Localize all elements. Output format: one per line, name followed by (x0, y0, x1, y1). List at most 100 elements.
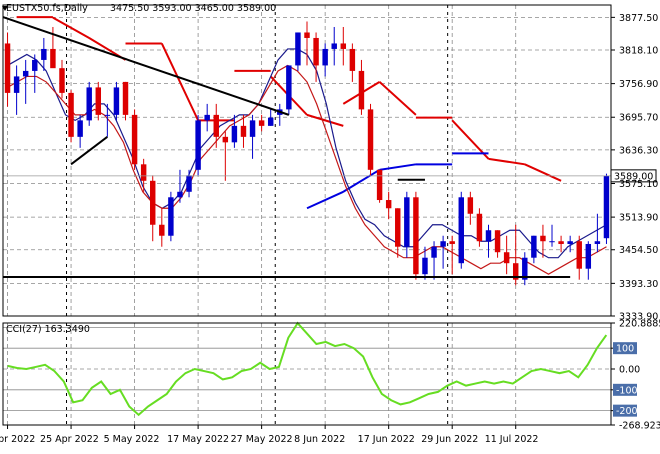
candle-bullish (594, 241, 601, 244)
trend-lines (2, 16, 657, 278)
cci-level-box (613, 342, 637, 355)
candle-bullish (41, 48, 47, 60)
candle-bearish (4, 43, 11, 93)
candle-bearish (122, 81, 129, 115)
cci-tick-label: -268.9239 (619, 421, 660, 432)
candle-bearish (349, 48, 356, 71)
candle-bullish (186, 175, 192, 192)
price-tick-label: 3636.30 (619, 145, 658, 156)
time-tick-label: 17 Jun 2022 (358, 434, 415, 445)
time-tick-label: 5 May 2022 (104, 434, 160, 445)
candle-bullish (585, 243, 592, 269)
candle-bearish (59, 68, 65, 93)
candle-bearish (304, 32, 310, 38)
trend-segment (70, 136, 108, 166)
candle-bearish (68, 92, 74, 137)
candle-bullish (531, 235, 537, 258)
candle-bearish (367, 109, 374, 170)
candle-bearish (558, 241, 564, 244)
candle-bullish (267, 117, 274, 126)
price-tick-label: 3575.10 (619, 179, 658, 190)
cci-tick-label: -100 (616, 385, 638, 396)
price-tick-label: 3877.50 (619, 13, 658, 24)
candle-bearish (476, 213, 483, 242)
candle-bullish (331, 43, 337, 49)
cci-tick-label: -200 (616, 406, 638, 417)
candle-bullish (13, 76, 20, 93)
price-tick-label: 3513.90 (619, 213, 658, 224)
cci-series (7, 321, 608, 417)
chart-title: EUSTX50.fs,Daily (6, 3, 88, 14)
candle-bearish (131, 114, 138, 165)
moving-averages (7, 48, 607, 275)
candle-bearish (340, 43, 347, 49)
price-tick-label: 3393.30 (619, 279, 658, 290)
price-tick-label: 3756.90 (619, 79, 658, 90)
time-tick-label: 29 Jun 2022 (421, 434, 478, 445)
candle-bullish (458, 197, 464, 264)
time-tick-label: 17 May 2022 (167, 434, 229, 445)
candle-bearish (494, 230, 501, 253)
candle-bearish (540, 235, 546, 242)
candle-bearish (258, 120, 265, 126)
candle-bullish (522, 257, 528, 280)
price-panel-frame (2, 4, 612, 317)
current-price-label: 3589.00 (614, 171, 653, 182)
price-candles (4, 21, 610, 286)
candle-bullish (322, 48, 328, 66)
candle-bullish (485, 230, 492, 242)
time-tick-label: 11 Apr 2022 (0, 434, 35, 445)
candle-bullish (422, 257, 428, 275)
candle-bullish (549, 241, 555, 243)
lower-band-line (306, 152, 489, 210)
price-tick-label: 3454.50 (619, 245, 658, 256)
candle-bullish (177, 191, 183, 198)
candle-bearish (95, 87, 102, 115)
candle-bearish (150, 180, 156, 225)
candle-bearish (240, 125, 247, 137)
candle-bullish (249, 120, 256, 137)
candle-bullish (431, 246, 437, 258)
candle-bearish (503, 252, 510, 264)
candle-bearish (576, 241, 582, 269)
axis-labels: 3877.50 3818.10 3756.90 3695.70 3636.30 3575.… (0, 13, 660, 445)
candle-bullish (77, 120, 83, 137)
candle-bearish (467, 197, 474, 214)
price-tick-label: 3818.10 (619, 45, 658, 56)
time-tick-label: 25 Apr 2022 (40, 434, 99, 445)
cci-title: CCI(27) 163.3490 (6, 324, 90, 335)
candle-bullish (22, 70, 29, 77)
candle-bullish (113, 87, 120, 115)
candle-bearish (313, 37, 319, 66)
candle-bullish (32, 59, 38, 71)
candle-bearish (222, 136, 229, 143)
candle-bullish (104, 114, 111, 116)
panel-frames (2, 4, 612, 426)
price-tick-label: 3333.90 (619, 312, 658, 323)
candle-bearish (140, 164, 147, 181)
candle-bullish (603, 175, 610, 239)
price-tick-label: 3695.70 (619, 113, 658, 124)
candle-bearish (449, 241, 455, 244)
time-tick-label: 27 May 2022 (231, 434, 293, 445)
candle-bearish (385, 200, 392, 209)
slow-ma-line (7, 48, 607, 259)
cci-level-box (613, 383, 637, 396)
candle-bearish (213, 114, 219, 137)
time-tick-label: 11 Jul 2022 (485, 434, 539, 445)
candle-bearish (512, 263, 519, 280)
candle-bullish (567, 241, 573, 244)
candle-bullish (195, 120, 201, 170)
candle-bullish (295, 32, 301, 66)
downtrend-line (2, 16, 290, 116)
candle-bearish (159, 224, 165, 236)
candle-bullish (168, 197, 174, 236)
candle-bearish (358, 70, 365, 110)
title-marker-icon (2, 6, 8, 11)
candle-bullish (86, 87, 92, 121)
cci-line (7, 321, 608, 417)
candle-bullish (286, 65, 292, 110)
candle-bearish (395, 208, 401, 247)
